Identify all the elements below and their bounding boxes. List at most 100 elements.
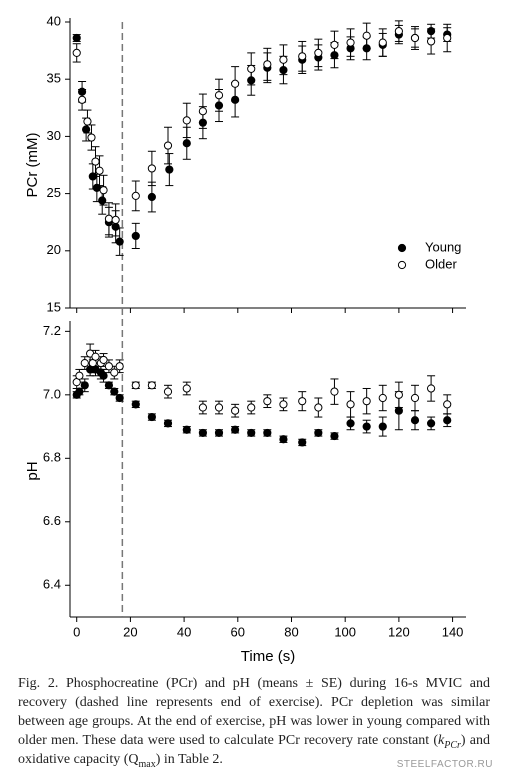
- data-point: [82, 125, 91, 134]
- data-point: [314, 428, 323, 438]
- caption-text: max: [138, 758, 156, 770]
- data-point: [394, 390, 403, 399]
- data-point: [72, 33, 81, 43]
- x-tick-label: 120: [388, 624, 410, 639]
- x-tick-label: 0: [73, 624, 80, 639]
- data-point: [298, 438, 307, 447]
- data-point: [147, 164, 156, 173]
- data-point: [426, 384, 436, 393]
- data-point: [214, 91, 224, 100]
- caption-text: Fig. 2. Phosphocreatine (PCr) and pH (me…: [18, 676, 490, 748]
- data-point: [443, 400, 452, 409]
- data-point: [426, 37, 436, 46]
- y-axis-label: PCr (mM): [24, 133, 41, 198]
- data-point: [346, 400, 355, 409]
- data-point: [80, 358, 89, 368]
- data-point: [147, 381, 156, 390]
- data-point: [378, 422, 387, 431]
- data-point: [91, 352, 100, 361]
- data-point: [98, 196, 107, 205]
- data-point: [104, 362, 114, 371]
- data-point: [104, 381, 114, 390]
- data-point: [426, 419, 436, 428]
- data-point: [104, 214, 114, 223]
- data-point: [346, 419, 355, 428]
- data-point: [214, 428, 224, 438]
- data-point: [231, 425, 240, 434]
- data-point: [87, 133, 96, 142]
- data-point: [279, 435, 288, 444]
- data-point: [83, 117, 92, 126]
- legend-marker: [397, 260, 407, 270]
- data-point: [115, 237, 124, 246]
- x-tick-label: 80: [284, 624, 298, 639]
- data-point: [115, 393, 124, 403]
- legend-label: Young: [425, 239, 461, 254]
- data-point: [298, 397, 307, 406]
- data-point: [263, 60, 272, 69]
- caption-text: PCr: [444, 739, 461, 751]
- data-point: [99, 371, 108, 380]
- data-point: [198, 403, 207, 412]
- data-point: [99, 186, 108, 195]
- y-tick-label: 40: [47, 13, 61, 28]
- data-point: [110, 368, 119, 377]
- legend-marker: [397, 243, 407, 253]
- data-point: [330, 40, 339, 49]
- data-point: [231, 79, 240, 88]
- figure: 15 20 25 30 35 40 PCr (mM) Young Older 6.4 6.6 6.8 7…: [24, 13, 466, 665]
- x-tick-label: 20: [123, 624, 137, 639]
- data-point: [231, 406, 240, 415]
- data-point: [330, 431, 339, 441]
- data-point: [80, 381, 89, 390]
- data-point: [182, 116, 191, 125]
- data-point: [163, 419, 173, 428]
- data-point: [131, 231, 140, 241]
- data-point: [410, 393, 420, 403]
- data-point: [75, 371, 84, 380]
- data-point: [362, 422, 371, 431]
- data-point: [91, 157, 100, 166]
- y-tick-label: 6.4: [43, 577, 61, 592]
- caption-text: k: [438, 733, 445, 748]
- x-tick-label: 140: [442, 624, 464, 639]
- data-point: [247, 403, 256, 412]
- data-point: [314, 48, 323, 57]
- data-point: [362, 31, 371, 40]
- y-tick-label: 7.0: [43, 386, 61, 401]
- data-point: [314, 403, 323, 412]
- data-point: [147, 192, 156, 202]
- data-point: [110, 387, 119, 396]
- data-point: [198, 428, 207, 438]
- data-point: [394, 27, 403, 36]
- data-point: [378, 393, 387, 403]
- data-point: [330, 387, 339, 396]
- data-point: [346, 38, 355, 47]
- data-point: [95, 166, 104, 175]
- data-point: [247, 428, 256, 438]
- data-point: [165, 165, 174, 174]
- data-point: [131, 381, 140, 390]
- y-tick-label: 7.2: [43, 323, 61, 338]
- data-point: [279, 55, 288, 64]
- y-tick-label: 6.8: [43, 450, 61, 465]
- data-point: [443, 33, 452, 43]
- data-point: [394, 406, 403, 415]
- x-tick-label: 100: [334, 624, 356, 639]
- data-point: [115, 362, 124, 371]
- data-point: [182, 425, 191, 434]
- data-point: [263, 428, 272, 438]
- data-point: [182, 384, 191, 393]
- data-point: [362, 397, 371, 406]
- data-point: [77, 95, 87, 104]
- data-point: [247, 64, 256, 74]
- y-tick-label: 20: [47, 242, 61, 257]
- x-tick-label: 40: [177, 624, 191, 639]
- caption-text: ) and oxidative capacity (Q: [18, 733, 490, 767]
- data-point: [72, 48, 81, 57]
- data-point: [163, 387, 173, 396]
- data-point: [410, 33, 420, 43]
- caption: Fig. 2. Phosphocreatine (PCr) and pH (me…: [18, 674, 490, 769]
- data-point: [99, 355, 108, 365]
